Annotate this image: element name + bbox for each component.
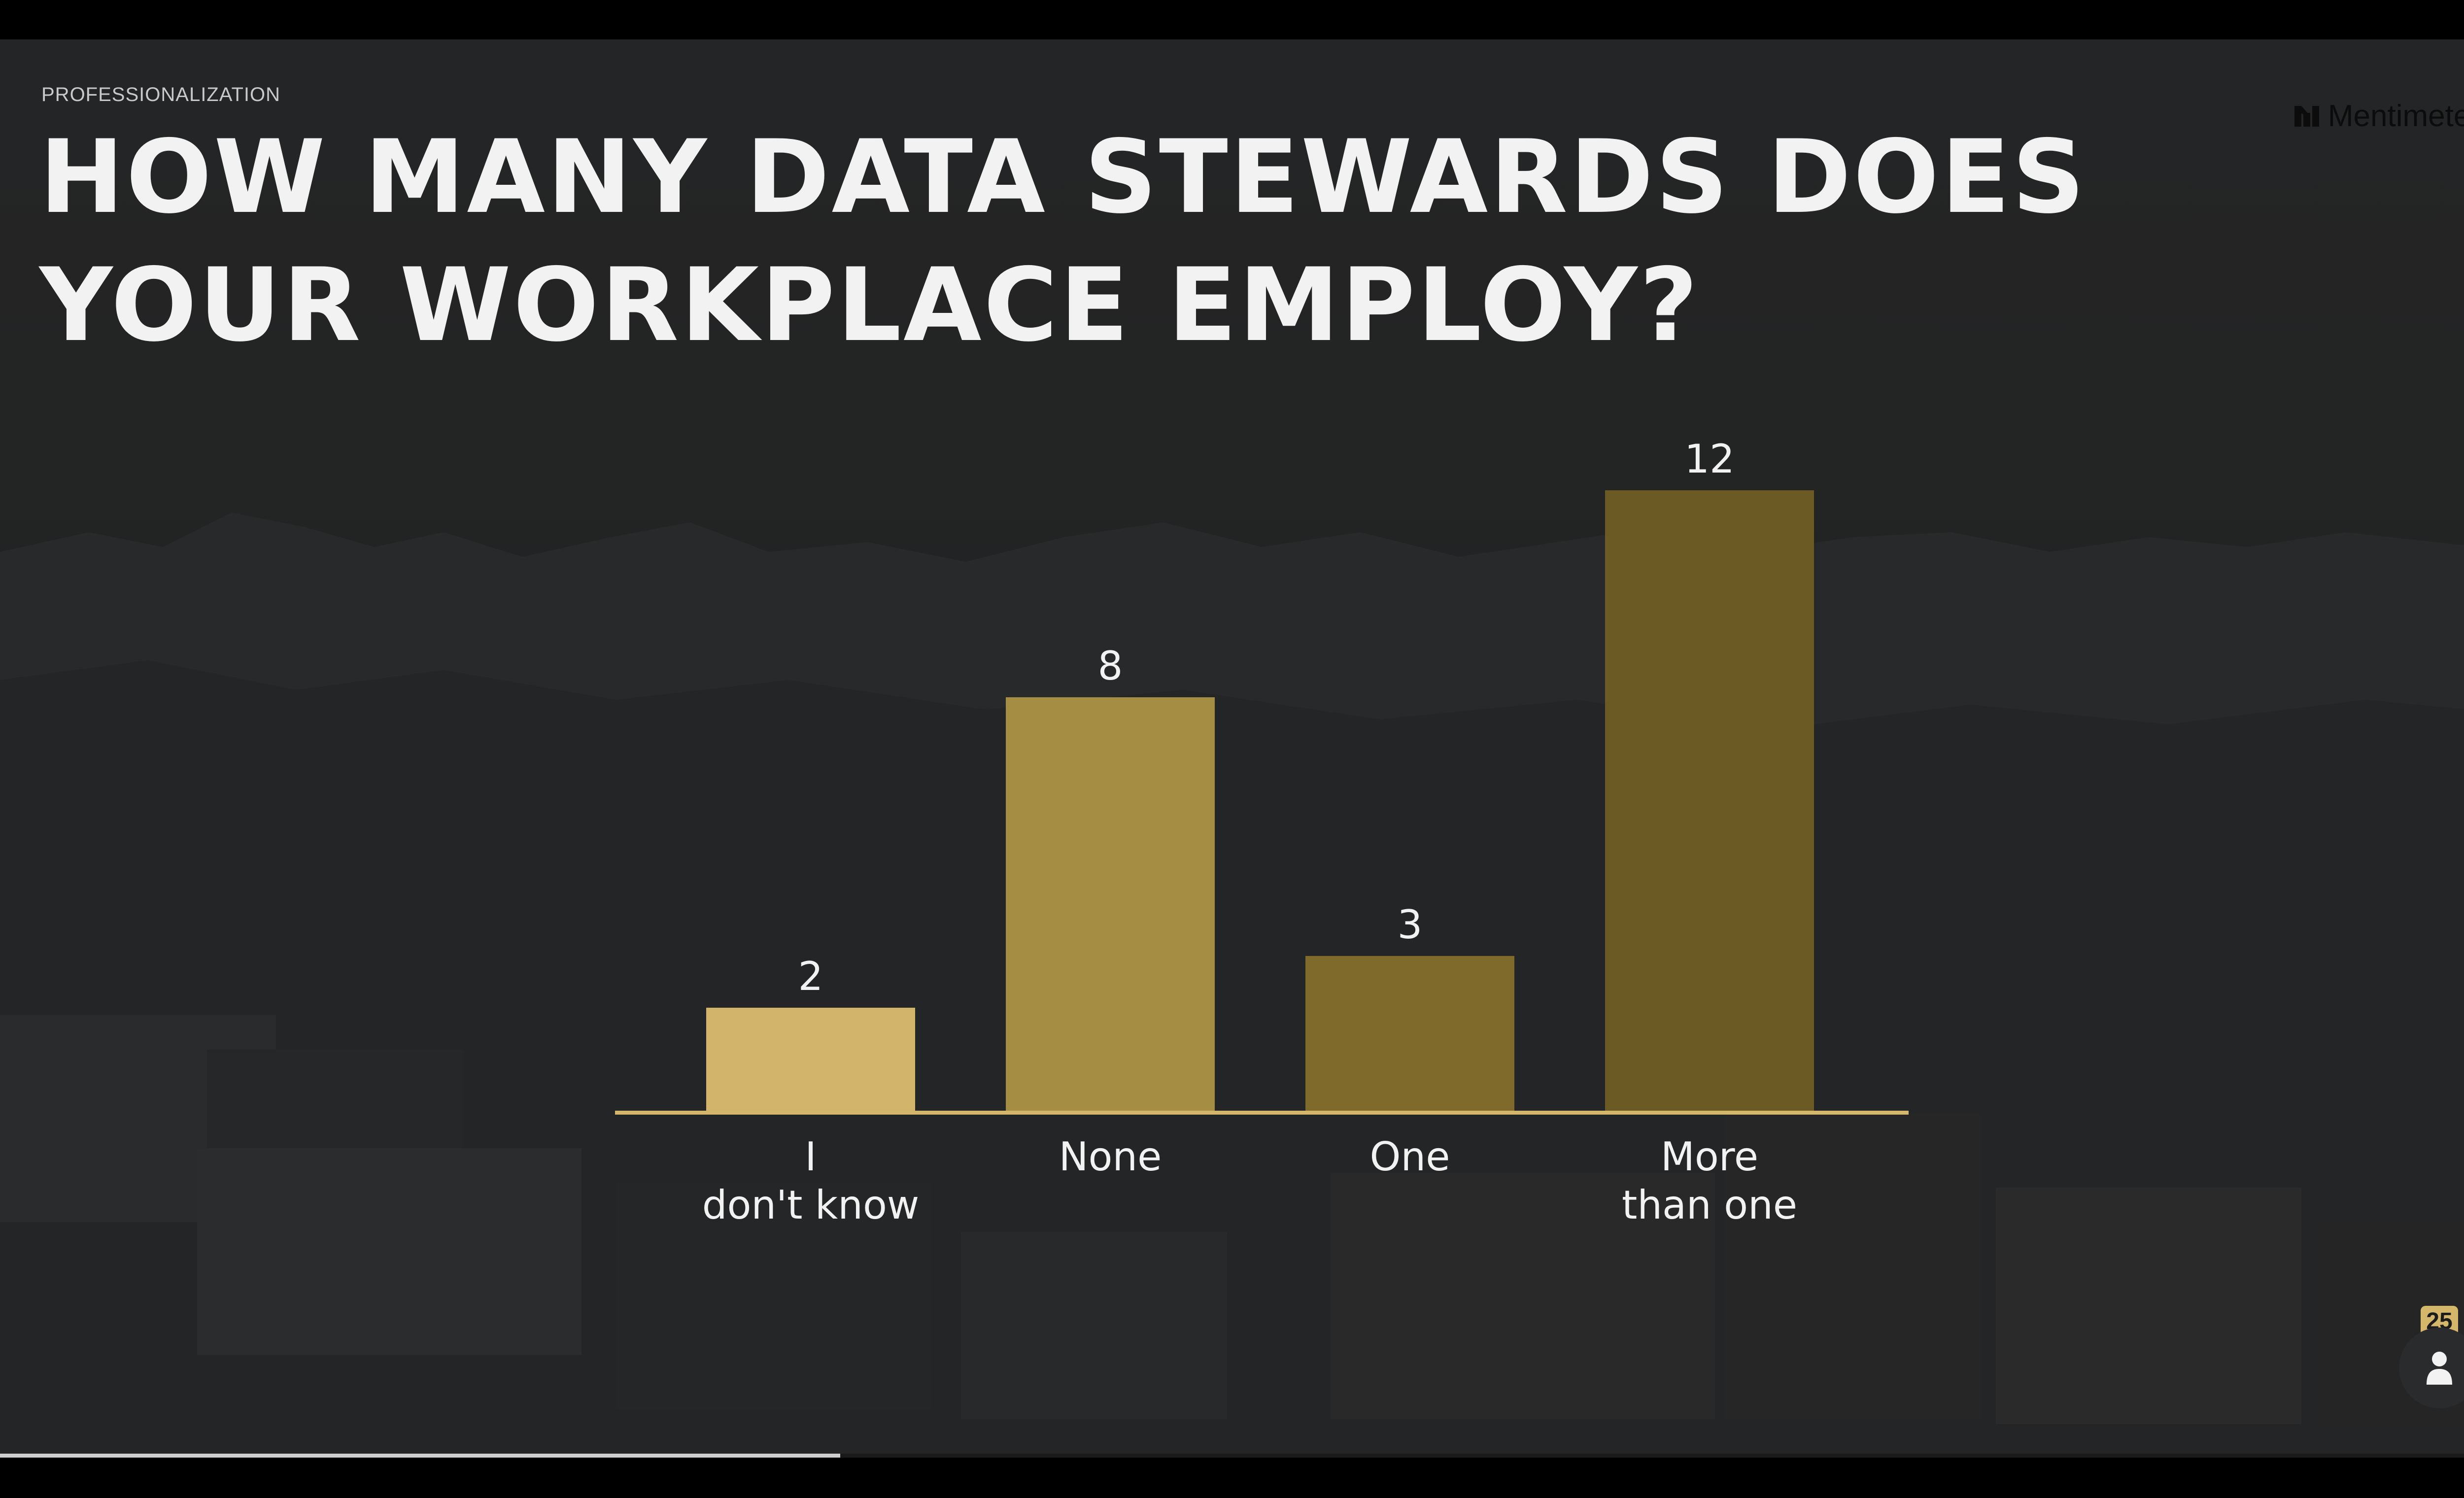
slide-title: HOW MANY DATA STEWARDS DOES YOUR WORKPLA…: [39, 119, 2087, 364]
bar-1: [1006, 697, 1215, 1111]
mentimeter-logo: Mentimeter: [2293, 99, 2464, 134]
mentimeter-logo-icon: [2294, 105, 2319, 127]
person-icon: [2427, 1352, 2452, 1385]
city-background: [0, 512, 2464, 1458]
progress-bar: [0, 1454, 2464, 1458]
category-label-2: One: [1370, 1134, 1450, 1180]
category-label-1: None: [1059, 1134, 1162, 1180]
bar-value-label-2: 3: [1398, 902, 1423, 948]
bar-value-label-1: 8: [1098, 643, 1123, 689]
slide: PROFESSIONALIZATION HOW MANY DATA STEWAR…: [0, 39, 2464, 1458]
section-label: PROFESSIONALIZATION: [41, 84, 280, 105]
bar-0: [706, 1008, 915, 1111]
bar-chart: 2 I don't know 8 None 3 One 12 More than one: [615, 436, 1909, 1228]
bar-value-label-0: 2: [798, 953, 823, 999]
mentimeter-logo-text: Mentimeter: [2327, 99, 2464, 133]
progress-bar-fill: [0, 1454, 840, 1458]
bar-value-label-3: 12: [1684, 436, 1735, 482]
bar-3: [1605, 490, 1814, 1111]
audience-button[interactable]: [2399, 1328, 2464, 1408]
category-label-3: More than one: [1622, 1134, 1797, 1228]
audience-widget[interactable]: 25: [2398, 1306, 2464, 1408]
bar-2: [1305, 956, 1514, 1111]
